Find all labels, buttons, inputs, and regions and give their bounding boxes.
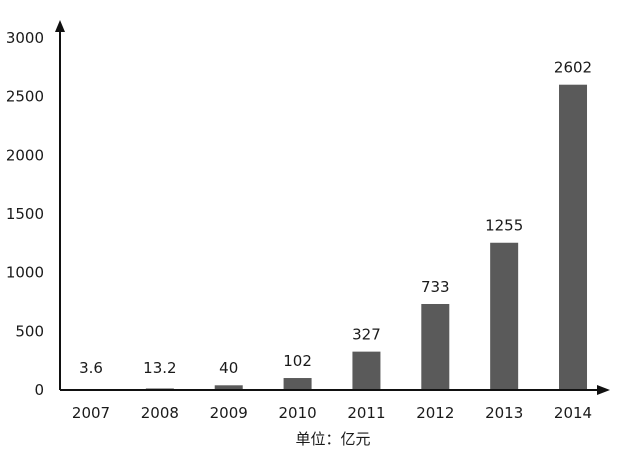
axes (55, 20, 610, 395)
bar-2012 (421, 303, 450, 390)
bar-2014 (559, 84, 588, 390)
y-axis-arrowhead (55, 20, 65, 32)
value-label-2010: 102 (283, 352, 312, 370)
bar-2013 (490, 242, 519, 390)
y-tick-label: 1000 (6, 264, 44, 282)
bar-2010 (283, 378, 312, 390)
y-tick-label: 2000 (6, 146, 44, 164)
x-axis-tick-labels: 2007 2008 2009 2010 2011 2012 2013 2014 (72, 404, 592, 422)
y-tick-label: 1500 (6, 205, 44, 223)
value-label-2012: 733 (421, 278, 450, 296)
bars (77, 84, 588, 390)
value-label-2008: 13.2 (143, 359, 176, 377)
x-tick-label-2010: 2010 (278, 404, 316, 422)
bar-value-labels: 3.6 13.2 40 102 327 733 1255 2602 (79, 59, 592, 377)
x-axis-arrowhead (597, 385, 610, 395)
x-tick-label-2012: 2012 (416, 404, 454, 422)
x-tick-label-2009: 2009 (210, 404, 248, 422)
unit-label: 单位：亿元 (295, 430, 370, 448)
x-tick-label-2007: 2007 (72, 404, 110, 422)
x-tick-label-2008: 2008 (141, 404, 179, 422)
value-label-2011: 327 (352, 326, 381, 344)
y-tick-label: 3000 (6, 29, 44, 47)
y-tick-label: 2500 (6, 88, 44, 106)
x-tick-label-2013: 2013 (485, 404, 523, 422)
y-tick-label: 500 (15, 322, 44, 340)
value-label-2007: 3.6 (79, 359, 103, 377)
x-tick-label-2011: 2011 (347, 404, 385, 422)
value-label-2009: 40 (219, 359, 238, 377)
bar-2011 (352, 351, 381, 390)
y-tick-label: 0 (34, 381, 44, 399)
x-tick-label-2014: 2014 (554, 404, 592, 422)
bar-2009 (214, 385, 243, 390)
y-axis-tick-labels: 0 500 1000 1500 2000 2500 3000 (6, 29, 44, 399)
value-label-2014: 2602 (554, 59, 592, 77)
value-label-2013: 1255 (485, 217, 523, 235)
